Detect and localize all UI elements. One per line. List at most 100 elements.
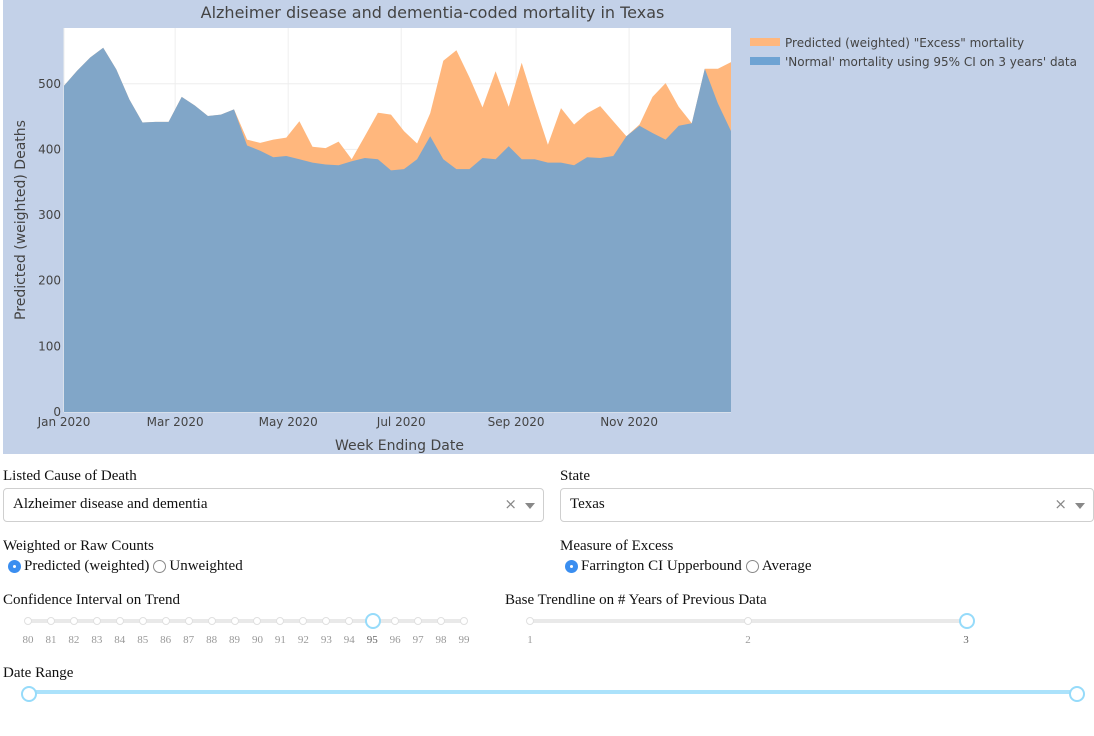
x-tick-label: Sep 2020: [488, 415, 545, 429]
y-tick-label: 0: [53, 405, 61, 419]
slider-mark-label[interactable]: 86: [160, 634, 172, 646]
slider-dot[interactable]: [69, 617, 78, 625]
slider-handle[interactable]: [959, 613, 975, 629]
radio-label: Farrington CI Upperbound: [581, 558, 742, 574]
radio-weighted[interactable]: Predicted (weighted): [8, 558, 149, 575]
cause-dropdown[interactable]: Alzheimer disease and dementia ×: [3, 488, 544, 522]
slider-mark-label[interactable]: 99: [458, 634, 470, 646]
slider-mark-label[interactable]: 95: [366, 634, 378, 646]
slider-handle[interactable]: [365, 613, 382, 629]
slider-mark-label[interactable]: 3: [963, 634, 969, 646]
clear-icon[interactable]: ×: [1054, 495, 1067, 513]
date-range-slider[interactable]: [21, 686, 1085, 702]
weight-label: Weighted or Raw Counts: [3, 538, 154, 554]
x-axis-label: Week Ending Date: [335, 438, 464, 454]
slider-mark-label[interactable]: 98: [435, 634, 447, 646]
slider-mark-label[interactable]: 1: [527, 634, 533, 646]
years-slider-label: Base Trendline on # Years of Previous Da…: [505, 592, 767, 608]
radio-label: Unweighted: [169, 558, 243, 574]
weight-radio-group: Predicted (weighted) Unweighted: [8, 558, 247, 575]
slider-mark-label[interactable]: 90: [251, 634, 263, 646]
y-tick-label: 100: [38, 339, 61, 353]
slider-dot[interactable]: [322, 617, 331, 625]
slider-mark-label[interactable]: 93: [320, 634, 332, 646]
y-tick-label: 200: [38, 274, 61, 288]
slider-mark-label[interactable]: 89: [229, 634, 241, 646]
radio-unweighted[interactable]: Unweighted: [153, 558, 243, 575]
slider-dot[interactable]: [414, 617, 423, 625]
date-range-label: Date Range: [3, 665, 74, 681]
slider-mark-label[interactable]: 87: [183, 634, 195, 646]
slider-dot[interactable]: [276, 617, 285, 625]
x-tick-label: Mar 2020: [147, 415, 204, 429]
series-normal-area: [64, 47, 731, 412]
slider-dot[interactable]: [92, 617, 101, 625]
slider-mark-label[interactable]: 91: [274, 634, 286, 646]
slider-dot[interactable]: [115, 617, 124, 625]
slider-mark-label[interactable]: 80: [22, 634, 34, 646]
slider-mark-label[interactable]: 94: [343, 634, 355, 646]
ci-slider-label: Confidence Interval on Trend: [3, 592, 181, 608]
y-tick-label: 300: [38, 208, 61, 222]
slider-dot[interactable]: [299, 617, 308, 625]
date-range-handle[interactable]: [21, 686, 37, 702]
state-selected-value: Texas: [570, 496, 605, 512]
radio-farrington[interactable]: Farrington CI Upperbound: [565, 558, 742, 575]
legend-label: Predicted (weighted) "Excess" mortality: [785, 36, 1024, 50]
slider-dot[interactable]: [184, 617, 193, 625]
date-range-handle[interactable]: [1069, 686, 1085, 702]
slider-rail[interactable]: [28, 619, 464, 623]
radio-button[interactable]: [565, 560, 578, 573]
slider-dot[interactable]: [744, 617, 752, 625]
y-axis-label: Predicted (weighted) Deaths: [13, 120, 29, 320]
legend-swatch: [750, 57, 780, 65]
years-slider[interactable]: 1 2 3: [526, 613, 975, 646]
slider-mark-label[interactable]: 83: [91, 634, 103, 646]
radio-button[interactable]: [153, 560, 167, 573]
slider-mark-label[interactable]: 88: [206, 634, 218, 646]
y-tick-label: 500: [38, 77, 61, 91]
radio-button[interactable]: [8, 560, 21, 573]
x-tick-label: Jul 2020: [376, 415, 426, 429]
chart-panel: 0 100 200 300 400 500 Jan 2020 Mar 2020 May 2020…: [3, 0, 1094, 454]
slider-mark-label[interactable]: 84: [114, 634, 126, 646]
radio-label: Predicted (weighted): [24, 558, 150, 574]
slider-dot[interactable]: [161, 617, 170, 625]
legend-swatch: [750, 38, 780, 46]
cause-selected-value: Alzheimer disease and dementia: [13, 496, 208, 512]
slider-dot[interactable]: [460, 617, 468, 625]
slider-mark-label[interactable]: 92: [297, 634, 309, 646]
slider-mark-label[interactable]: 97: [412, 634, 424, 646]
ci-slider[interactable]: 80 81 82 83 84 85 86 87 88 89 90 91 92 93 94 95 96 97 98 99: [23, 613, 470, 646]
slider-dot[interactable]: [138, 617, 147, 625]
slider-dot[interactable]: [46, 617, 55, 625]
radio-button[interactable]: [745, 560, 759, 573]
excess-radio-group: Farrington CI Upperbound Average: [565, 558, 816, 575]
x-tick-label: May 2020: [259, 415, 318, 429]
y-tick-label: 400: [38, 142, 61, 156]
slider-dot[interactable]: [391, 617, 400, 625]
radio-label: Average: [761, 558, 812, 574]
cause-label: Listed Cause of Death: [3, 468, 137, 484]
slider-dot[interactable]: [345, 617, 354, 625]
slider-dot[interactable]: [230, 617, 239, 625]
slider-dot[interactable]: [253, 617, 262, 625]
date-range-track[interactable]: [28, 690, 1076, 694]
x-tick-label: Nov 2020: [600, 415, 658, 429]
slider-mark-label[interactable]: 81: [45, 634, 57, 646]
slider-mark-label[interactable]: 85: [137, 634, 149, 646]
radio-average[interactable]: Average: [745, 558, 812, 575]
state-dropdown[interactable]: Texas ×: [560, 488, 1094, 522]
chevron-down-icon[interactable]: [1075, 503, 1085, 509]
slider-dot[interactable]: [207, 617, 216, 625]
slider-dot[interactable]: [24, 617, 32, 625]
slider-mark-label[interactable]: 96: [389, 634, 401, 646]
legend-label: 'Normal' mortality using 95% CI on 3 yea…: [785, 55, 1077, 69]
slider-mark-label[interactable]: 2: [745, 634, 751, 646]
slider-dot[interactable]: [437, 617, 446, 625]
slider-dot[interactable]: [526, 617, 534, 625]
chevron-down-icon[interactable]: [525, 503, 535, 509]
clear-icon[interactable]: ×: [504, 495, 517, 513]
mortality-area-chart[interactable]: 0 100 200 300 400 500 Jan 2020 Mar 2020 May 2020…: [3, 0, 1094, 454]
slider-mark-label[interactable]: 82: [68, 634, 80, 646]
